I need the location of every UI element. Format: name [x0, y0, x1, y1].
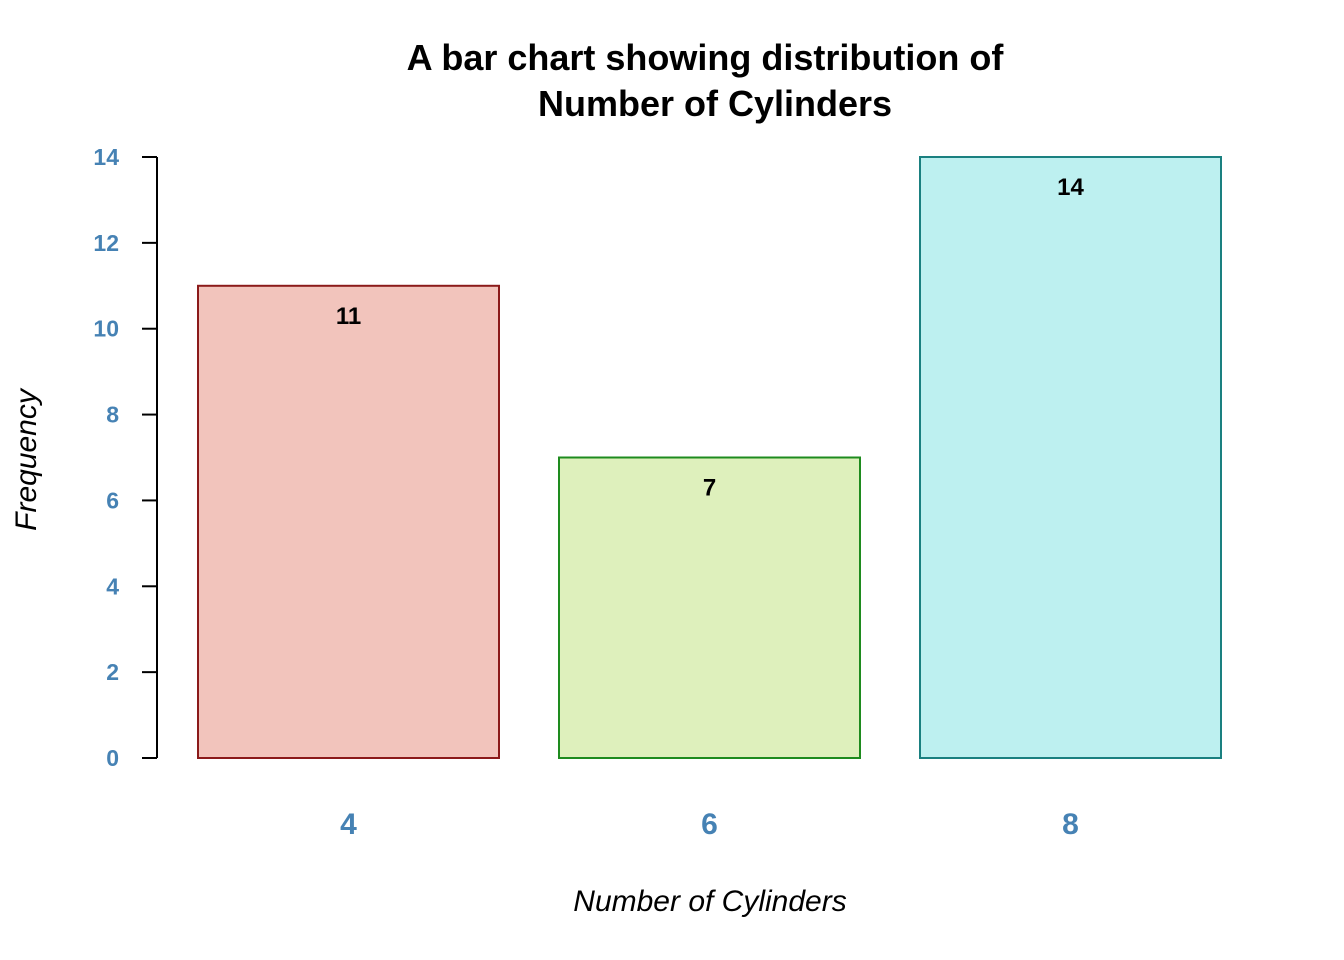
y-tick-label: 4: [106, 573, 119, 599]
bar-value-label: 14: [1057, 174, 1084, 201]
y-axis: 0 2 4 6 8 10 12 14: [93, 144, 158, 771]
bars: 11 7 14: [197, 156, 1222, 759]
bar-8: [919, 156, 1222, 759]
bar-value-label: 7: [703, 475, 716, 502]
y-tick-label: 8: [106, 402, 119, 428]
x-axis-title: Number of Cylinders: [573, 885, 846, 918]
y-tick-label: 14: [93, 144, 119, 170]
x-tick-label: 4: [340, 808, 357, 841]
y-tick-label: 2: [106, 659, 119, 685]
chart-title-line-2: Number of Cylinders: [538, 83, 892, 124]
bar-6: [558, 456, 861, 759]
bar-4: [197, 284, 500, 759]
bar-value-label: 11: [336, 303, 361, 330]
y-tick-label: 6: [106, 487, 119, 513]
chart-title-line-1: A bar chart showing distribution of: [407, 37, 1005, 78]
y-tick-label: 12: [93, 230, 119, 256]
x-tick-label: 8: [1062, 808, 1079, 841]
x-tick-label: 6: [701, 808, 718, 841]
y-axis-title: Frequency: [10, 387, 43, 531]
y-tick-label: 10: [93, 316, 119, 342]
x-axis: 4 6 8: [340, 808, 1079, 841]
y-tick-label: 0: [106, 745, 119, 771]
